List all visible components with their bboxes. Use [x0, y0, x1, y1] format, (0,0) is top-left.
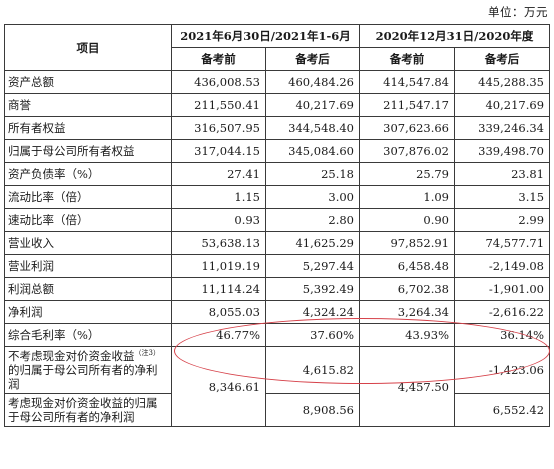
table-row: 所有者权益 316,507.95 344,548.40 307,623.66 339,2…	[4, 116, 551, 140]
table-cell: 37.60%	[265, 323, 360, 347]
table-cell: 40,217.69	[265, 93, 360, 117]
row-label: 流动比率（倍）	[4, 185, 172, 209]
cell-after-2021-excl: 4,615.82	[265, 346, 360, 394]
table-cell: 11,019.19	[171, 254, 266, 278]
table-cell: 307,623.66	[359, 116, 455, 140]
table-row: 流动比率（倍） 1.15 3.00 1.09 3.15	[4, 185, 551, 209]
table-cell: 339,246.34	[453, 116, 551, 140]
table-cell: 46.77%	[171, 323, 266, 347]
table-row: 速动比率（倍） 0.93 2.80 0.90 2.99	[4, 208, 551, 232]
table-cell: 211,550.41	[171, 93, 266, 117]
table-cell: 25.18	[265, 162, 360, 186]
table-row: 营业利润 11,019.19 5,297.44 6,458.48 -2,149.08	[4, 254, 551, 278]
table-cell: 41,625.29	[265, 231, 360, 255]
row-label-excl-cash-income-b: 的归属于母公司所有者的净利润	[8, 363, 158, 391]
table-cell: 2.99	[453, 208, 551, 232]
table-cell: 344,548.40	[265, 116, 360, 140]
table-body-special: 不考虑现金对价资金收益（注3） 的归属于母公司所有者的净利润 8,346.61 4…	[4, 346, 551, 427]
table-body: 资产总额 436,008.53 460,484.26 414,547.84 445,28…	[4, 70, 551, 347]
row-label: 所有者权益	[4, 116, 172, 140]
table-cell: 345,084.60	[265, 139, 360, 163]
table-cell: 25.79	[359, 162, 455, 186]
table-cell: 317,044.15	[171, 139, 266, 163]
cell-after-2020-excl: -1,423.06	[453, 346, 551, 394]
row-label: 速动比率（倍）	[4, 208, 172, 232]
table-cell: 74,577.71	[453, 231, 551, 255]
table-row: 净利润 8,055.03 4,324.24 3,264.34 -2,616.22	[4, 300, 551, 324]
table-cell: 3.15	[453, 185, 551, 209]
row-label: 资产负债率（%）	[4, 162, 172, 186]
table-cell: 40,217.69	[453, 93, 551, 117]
cell-before-2020-merged: 4,457.50	[359, 346, 455, 427]
table-cell: 3.00	[265, 185, 360, 209]
table-cell: 1.15	[171, 185, 266, 209]
table-row: 归属于母公司所有者权益 317,044.15 345,084.60 307,876.0…	[4, 139, 551, 163]
table-cell: 11,114.24	[171, 277, 266, 301]
table-cell: 4,324.24	[265, 300, 360, 324]
table-row-excl-cash-income: 不考虑现金对价资金收益（注3） 的归属于母公司所有者的净利润 8,346.61 4…	[4, 346, 551, 427]
table-cell: -2,616.22	[453, 300, 551, 324]
row-label-excl-cash-income: 不考虑现金对价资金收益（注3） 的归属于母公司所有者的净利润	[4, 346, 172, 394]
header-after-2021: 备考后	[265, 47, 360, 71]
row-label: 商誉	[4, 93, 172, 117]
table-cell: 445,288.35	[453, 70, 551, 94]
table-cell: 0.90	[359, 208, 455, 232]
header-after-2020: 备考后	[453, 47, 551, 71]
table-cell: 97,852.91	[359, 231, 455, 255]
cell-after-2021-incl: 8,908.56	[265, 393, 360, 427]
cell-before-2021-merged: 8,346.61	[171, 346, 266, 427]
header-before-2021: 备考前	[171, 47, 266, 71]
table-row: 综合毛利率（%） 46.77% 37.60% 43.93% 36.14%	[4, 323, 551, 347]
header-period-2020: 2020年12月31日/2020年度	[358, 24, 551, 48]
note-3-marker: （注3）	[134, 349, 160, 358]
table-row-incl-cash-income: 考虑现金对价资金收益的归属于母公司所有者的净利润 8,908.56 6,552.…	[4, 393, 551, 427]
row-label: 综合毛利率（%）	[4, 323, 172, 347]
table-cell: 0.93	[171, 208, 266, 232]
table-cell: 53,638.13	[171, 231, 266, 255]
table-cell: 316,507.95	[171, 116, 266, 140]
row-label: 资产总额	[4, 70, 172, 94]
unit-label: 单位：万元	[488, 5, 548, 19]
header-item: 项目	[4, 24, 172, 71]
row-label: 利润总额	[4, 277, 172, 301]
table-cell: 3,264.34	[359, 300, 455, 324]
row-label: 净利润	[4, 300, 172, 324]
header-before-2020: 备考前	[359, 47, 455, 71]
table-cell: 339,498.70	[453, 139, 551, 163]
table-cell: 5,297.44	[265, 254, 360, 278]
table-cell: -2,149.08	[453, 254, 551, 278]
table-cell: 8,055.03	[171, 300, 266, 324]
table-row: 商誉 211,550.41 40,217.69 211,547.17 40,217.69	[4, 93, 551, 117]
table-cell: 2.80	[265, 208, 360, 232]
financial-table: 项目 2021年6月30日/2021年1-6月 2020年12月31日/2020…	[4, 24, 551, 427]
table-cell: 5,392.49	[265, 277, 360, 301]
row-label: 营业利润	[4, 254, 172, 278]
table-cell: 6,702.38	[359, 277, 455, 301]
table-cell: 36.14%	[453, 323, 551, 347]
table-row: 利润总额 11,114.24 5,392.49 6,702.38 -1,901.00	[4, 277, 551, 301]
table-row: 营业收入 53,638.13 41,625.29 97,852.91 74,577.71	[4, 231, 551, 255]
table-cell: 1.09	[359, 185, 455, 209]
table-cell: 6,458.48	[359, 254, 455, 278]
table-cell: 43.93%	[359, 323, 455, 347]
header-period-2021: 2021年6月30日/2021年1-6月	[171, 24, 360, 48]
row-label: 归属于母公司所有者权益	[4, 139, 172, 163]
table-cell: -1,901.00	[453, 277, 551, 301]
cell-after-2020-incl: 6,552.42	[453, 393, 551, 427]
table-cell: 460,484.26	[265, 70, 360, 94]
table-row: 资产总额 436,008.53 460,484.26 414,547.84 445,28…	[4, 70, 551, 94]
table-cell: 436,008.53	[171, 70, 266, 94]
table-cell: 211,547.17	[359, 93, 455, 117]
table-cell: 307,876.02	[359, 139, 455, 163]
row-label-excl-cash-income-a: 不考虑现金对价资金收益	[8, 349, 135, 363]
table-cell: 414,547.84	[359, 70, 455, 94]
row-label: 营业收入	[4, 231, 172, 255]
table-cell: 27.41	[171, 162, 266, 186]
row-label-incl-cash-income: 考虑现金对价资金收益的归属于母公司所有者的净利润	[4, 393, 172, 427]
table-row: 资产负债率（%） 27.41 25.18 25.79 23.81	[4, 162, 551, 186]
table-cell: 23.81	[453, 162, 551, 186]
